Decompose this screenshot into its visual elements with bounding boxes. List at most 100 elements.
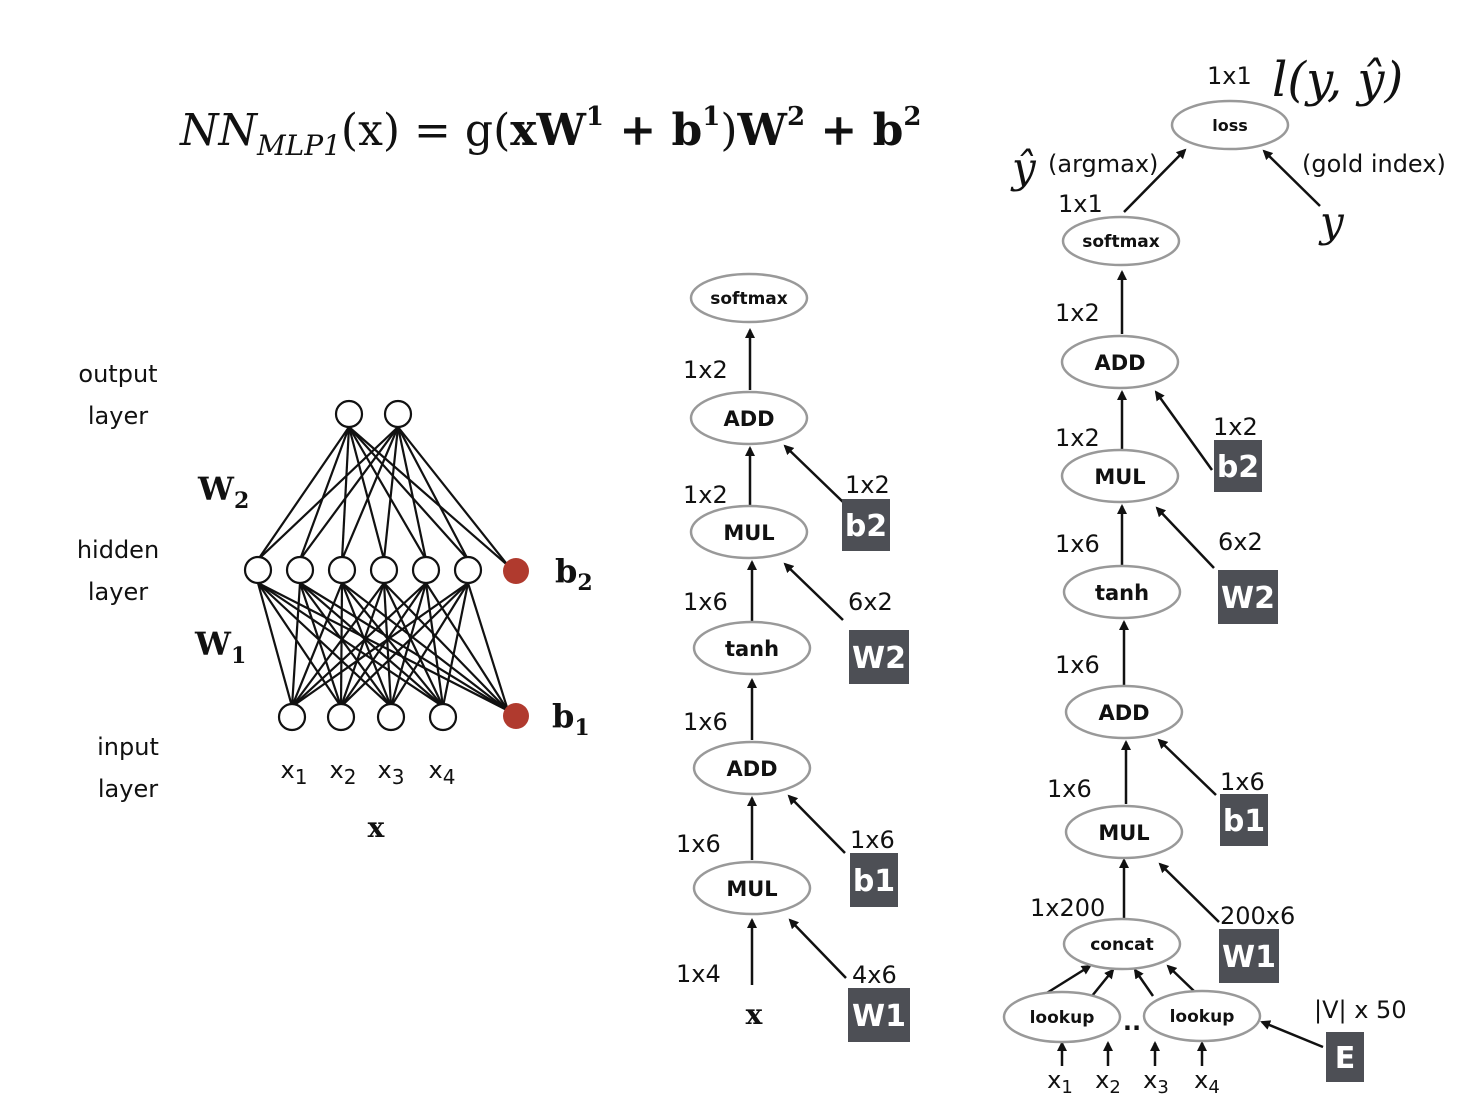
input-neuron-1 [277, 702, 307, 732]
computation-graph-1: softmax ADD MUL tanh ADD MUL 1x2 1x2 1x2… [676, 272, 910, 1042]
g2-node-lookup-a: lookup [1002, 990, 1122, 1044]
g2-node-concat: concat [1062, 917, 1182, 971]
g1-node-add1: ADD [692, 740, 812, 796]
edge-b1-h4 [383, 582, 509, 712]
g2-input-x2: x2 [1095, 1066, 1121, 1098]
g1-param-b1-text: b1 [853, 864, 895, 899]
hidden-neuron-2 [285, 555, 315, 585]
formula: NNMLP1(x) = g(xW1 + b1)W2 + b2 [179, 102, 921, 162]
g2-node-softmax: softmax [1061, 215, 1181, 267]
g1-mul1-text: MUL [726, 877, 777, 901]
edge-x2-h2 [298, 582, 343, 707]
g2-arrow-b1-add1 [1157, 738, 1217, 796]
edge-h2-o2 [299, 426, 399, 561]
g2-softmax-text: softmax [1082, 232, 1160, 252]
g1-node-mul2: MUL [689, 504, 809, 560]
g2-arrow-y-loss [1262, 149, 1321, 207]
g2-param-b2-text: b2 [1217, 450, 1259, 485]
network-nodes [243, 399, 529, 732]
g1-node-add2: ADD [689, 390, 809, 446]
g1-dim-b2: 1x2 [845, 471, 890, 499]
g1-arrow-b2-add2 [783, 444, 844, 503]
formula-w2-sup: 2 [787, 102, 805, 132]
w1-label: W1 [194, 625, 246, 669]
g1-arrow-b1-add1 [787, 794, 846, 854]
bias-node-b1 [503, 703, 529, 729]
edge-x4-h6 [441, 582, 470, 707]
g2-arrow-w1-mul1 [1158, 862, 1220, 923]
g2-input-labels: x1 x2 x3 x4 [1047, 1066, 1220, 1098]
g2-param-w2-text: W2 [1221, 581, 1275, 616]
input-labels: x1 x2 x3 x4 [281, 756, 456, 789]
g2-dim-w1: 200x6 [1220, 902, 1295, 930]
hidden-neuron-4 [369, 555, 399, 585]
g1-dim-mul2-in: 1x6 [683, 588, 728, 616]
edge-x3-h6 [390, 582, 469, 708]
g2-param-w2: W2 [1218, 570, 1278, 624]
g2-arrow-e-lookup [1260, 1020, 1324, 1049]
g1-arrows [745, 328, 847, 985]
g2-dim-softmax-in: 1x2 [1055, 299, 1100, 327]
edge-b1-h5 [425, 582, 509, 712]
edge-x1-h1 [256, 582, 294, 707]
g2-param-e: E [1326, 1032, 1364, 1082]
edge-x4-h5 [424, 582, 445, 707]
b1-label: b1 [552, 697, 590, 741]
g2-node-mul1: MUL [1064, 804, 1184, 860]
g1-x-label: x [746, 998, 763, 1031]
input-neuron-4 [428, 702, 458, 732]
g1-dim-add1-in: 1x6 [676, 830, 721, 858]
g2-param-b2: b2 [1214, 440, 1262, 492]
edge-x2-h3 [339, 582, 344, 707]
g2-tanh-text: tanh [1095, 581, 1149, 605]
edge-h4-o2 [382, 426, 400, 560]
g2-arrow-softmax-loss [1123, 148, 1187, 213]
edge-h6-o1 [348, 426, 469, 561]
edge-x2-h6 [340, 582, 469, 708]
g2-loss-text: loss [1212, 116, 1248, 135]
edge-x4-h2 [299, 582, 444, 708]
g2-dim-tanh-in: 1x6 [1055, 651, 1100, 679]
g1-dim-add2-in: 1x2 [683, 481, 728, 509]
g1-arrow-w1-mul1 [788, 918, 847, 979]
output-layer-label-1: output [78, 360, 157, 388]
g2-input-x3: x3 [1143, 1066, 1169, 1098]
g1-param-w2-text: W2 [852, 641, 906, 676]
edge-b1-h2 [299, 582, 509, 712]
edge-b1-h1 [257, 582, 509, 712]
g2-argmax-label: (argmax) [1048, 150, 1158, 178]
formula-b1: b [672, 105, 703, 156]
g2-arrow-lookup-b1-concat [1133, 968, 1155, 997]
g1-tanh-text: tanh [725, 637, 779, 661]
g2-mul2-text: MUL [1094, 465, 1145, 489]
g2-arrow-lookup-a2-concat [1091, 968, 1115, 997]
g2-node-add1: ADD [1064, 684, 1184, 740]
g2-add2-text: ADD [1094, 351, 1145, 375]
edge-h4-o1 [347, 426, 386, 560]
edge-h5-o2 [396, 426, 428, 560]
bias-node-b2 [503, 558, 529, 584]
g1-dim-b1: 1x6 [850, 826, 895, 854]
formula-w1: W [535, 105, 586, 156]
g2-param-w1-text: W1 [1222, 940, 1276, 975]
g2-dim-add1-in: 1x6 [1047, 775, 1092, 803]
edge-x3-h3 [340, 582, 393, 708]
input-layer-label-2: layer [98, 775, 158, 803]
g1-mul2-text: MUL [723, 521, 774, 545]
w2-label: W2 [197, 470, 249, 514]
network-edges [256, 426, 510, 712]
x-vector-label: x [368, 811, 385, 844]
g2-add1-text: ADD [1098, 701, 1149, 725]
g2-dim-mul1-in: 1x200 [1030, 894, 1105, 922]
g1-node-mul1: MUL [692, 860, 812, 916]
g2-dim-softmax-out: 1x1 [1058, 190, 1103, 218]
g2-input-x1: x1 [1047, 1066, 1073, 1098]
formula-w2: W [737, 105, 788, 156]
g2-concat-text: concat [1090, 935, 1154, 955]
g1-arrow-w2-mul2 [783, 562, 844, 621]
edge-x2-h1 [257, 582, 342, 708]
g1-add1-text: ADD [726, 757, 777, 781]
hidden-layer-label-1: hidden [77, 536, 159, 564]
g2-arrow-w2-mul2 [1155, 506, 1215, 569]
